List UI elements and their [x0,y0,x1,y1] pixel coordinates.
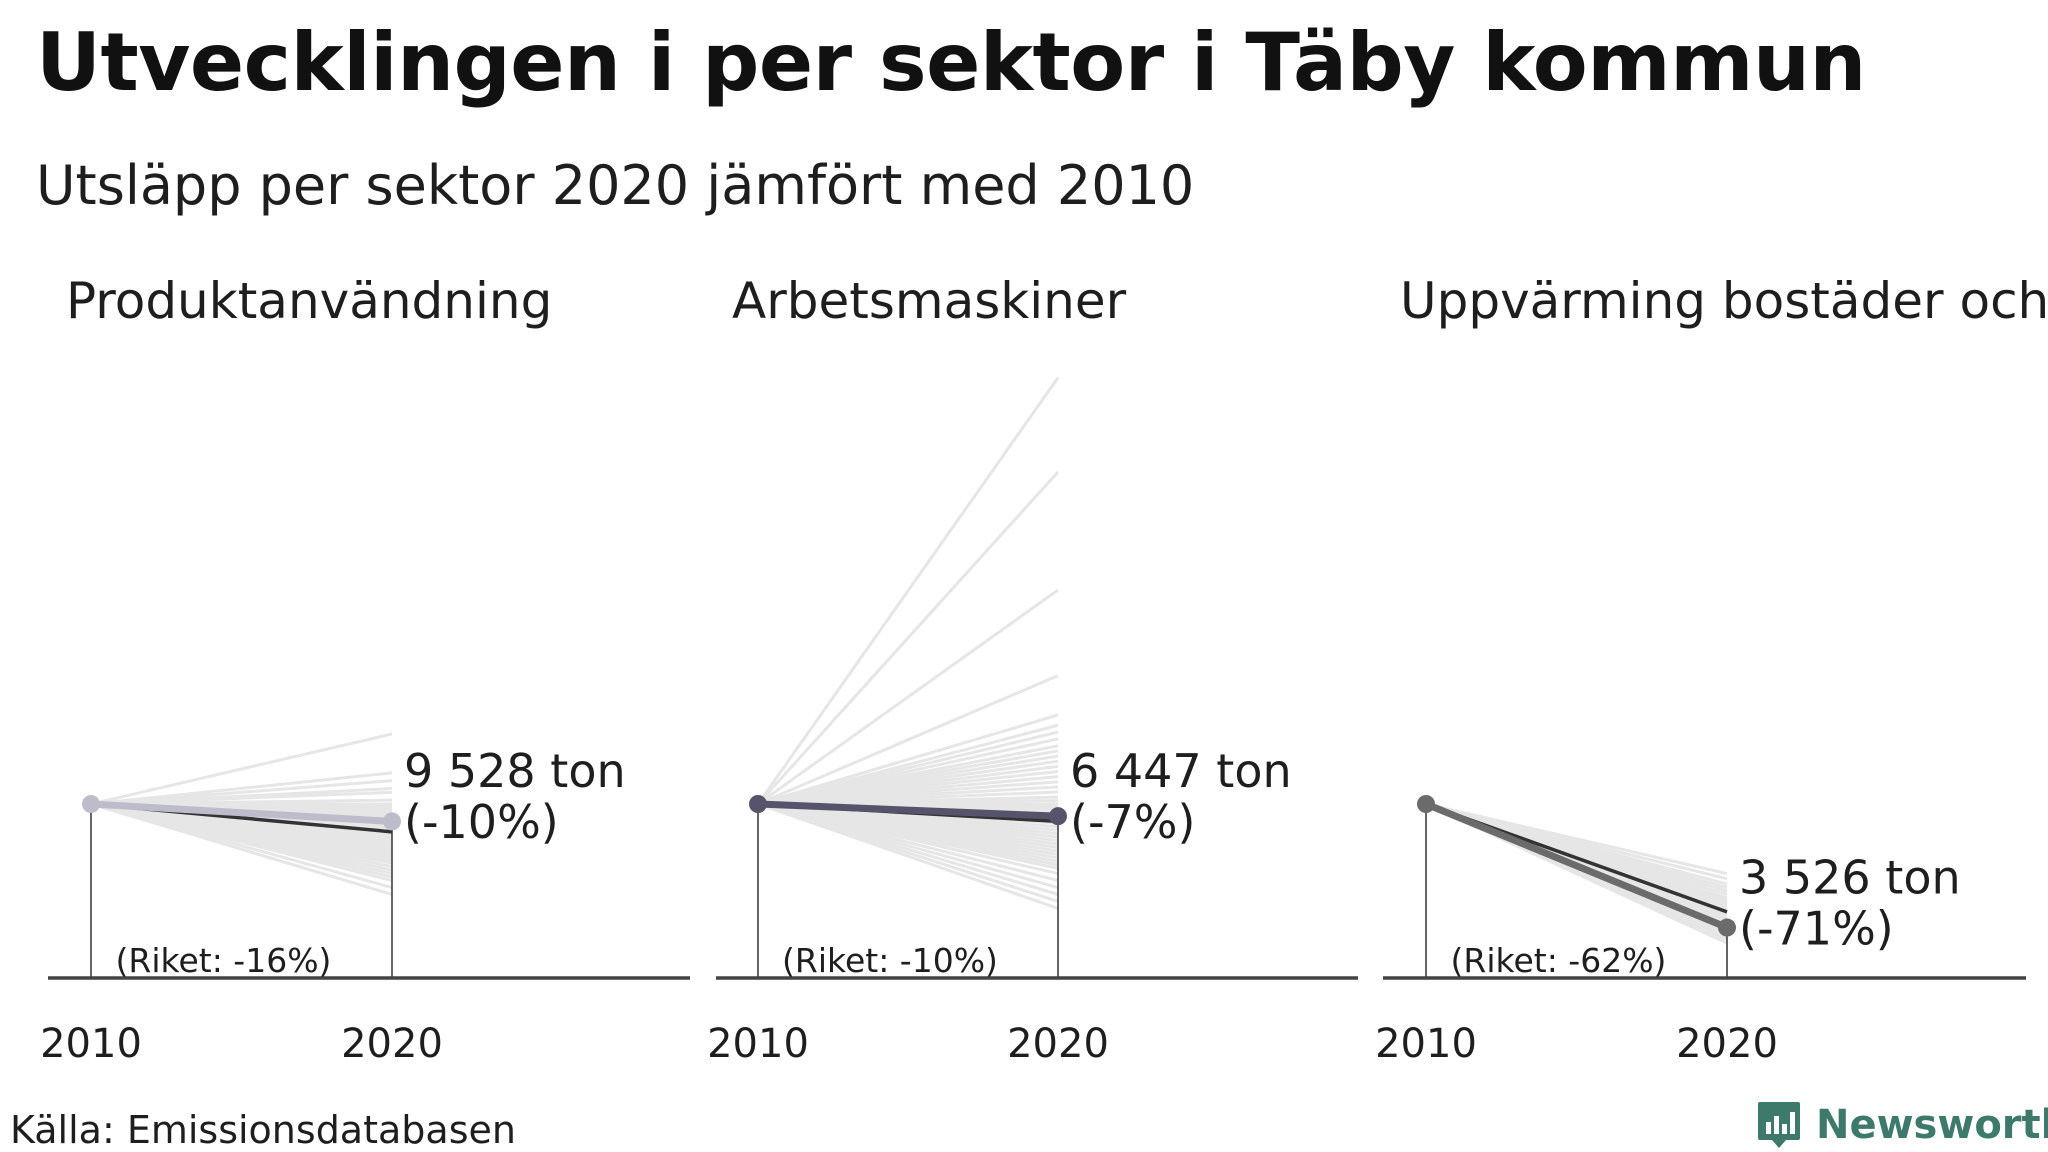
national-label-1: (Riket: -10%) [782,941,998,980]
x-tick-label-2010-1: 2010 [707,1021,809,1067]
x-tick-label-2020-0: 2020 [341,1021,443,1067]
municipality-line-1-2 [757,588,1059,806]
national-label-2: (Riket: -62%) [1451,941,1667,980]
taby-point-2020-1 [1049,807,1067,826]
change-label-0: (-10%) [404,795,559,849]
municipality-line-1-46 [757,802,1059,910]
municipality-line-1-3 [757,674,1059,806]
taby-point-2020-2 [1718,918,1736,937]
chart-title: Utvecklingen i per sektor i Täby kommun [36,16,1866,109]
value-label-0: 9 528 ton [404,744,626,798]
national-label-0: (Riket: -16%) [116,941,332,980]
municipality-line-1-0 [756,376,1060,805]
x-tick-label-2010-2: 2010 [1375,1021,1477,1067]
municipality-line-1-4 [757,713,1059,806]
taby-line-1 [754,800,1062,820]
value-label-2: 3 526 ton [1739,851,1961,905]
municipality-line-0-47 [90,802,393,896]
taby-point-2020-0 [383,812,401,831]
change-label-2: (-71%) [1739,902,1894,956]
municipality-line-1-1 [756,470,1060,806]
municipality-line-0-0 [90,732,393,806]
x-tick-label-2010-0: 2010 [40,1021,142,1067]
newsworthy-logo-icon [1758,1102,1800,1148]
chart-subtitle: Utsläpp per sektor 2020 jämfört med 2010 [36,154,1195,217]
panel-title-arbetsmaskiner: Arbetsmaskiner [732,272,1127,330]
taby-line-2 [1422,800,1731,932]
panel-title-uppvarmning: Uppvärming bostäder och [1400,272,2048,330]
x-tick-label-2020-1: 2020 [1007,1021,1109,1067]
taby-point-2010-2 [1417,795,1435,813]
brand-name: Newsworthy [1816,1102,2048,1148]
source-note: Källa: Emissionsdatabasen [10,1108,516,1152]
taby-point-2010-0 [82,795,100,813]
taby-line-0 [87,800,396,825]
taby-point-2010-1 [749,795,767,813]
x-tick-label-2020-2: 2020 [1676,1021,1778,1067]
change-label-1: (-7%) [1070,795,1195,849]
panel-title-produktanvandning: Produktanvändning [66,272,553,330]
brand-logo: Newsworthy [1756,1100,2048,1150]
value-label-1: 6 447 ton [1070,744,1292,798]
